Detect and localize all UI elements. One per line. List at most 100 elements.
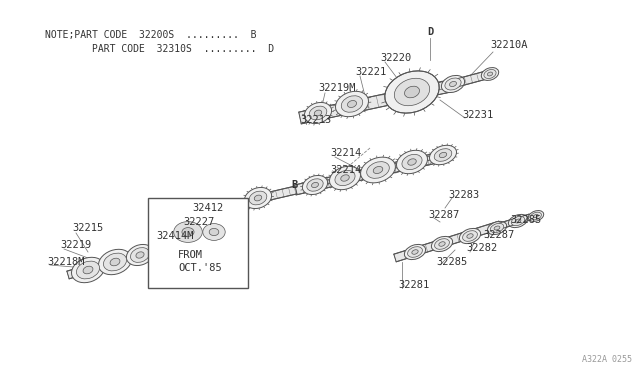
Text: 32210A: 32210A [490,40,527,50]
Ellipse shape [76,261,100,279]
Text: 32220: 32220 [380,53,412,63]
Ellipse shape [467,234,473,238]
Ellipse shape [309,106,327,120]
Text: 32219: 32219 [60,240,92,250]
Text: 32283: 32283 [448,190,479,200]
Ellipse shape [340,175,349,181]
Text: 32285: 32285 [436,257,467,267]
Text: A322A 0255: A322A 0255 [582,355,632,364]
Ellipse shape [305,102,332,124]
Ellipse shape [104,253,127,271]
Text: 32214: 32214 [330,148,361,158]
Ellipse shape [484,70,496,78]
Ellipse shape [528,211,544,221]
Ellipse shape [312,182,319,187]
Ellipse shape [367,162,389,178]
Ellipse shape [182,228,194,236]
Ellipse shape [131,248,150,262]
Ellipse shape [244,187,271,209]
Ellipse shape [307,179,323,191]
Ellipse shape [408,159,416,165]
Ellipse shape [373,166,383,173]
Polygon shape [499,214,531,229]
Ellipse shape [402,154,422,170]
Ellipse shape [110,258,120,266]
Text: OCT.'85: OCT.'85 [178,263,221,273]
Ellipse shape [173,222,202,243]
Ellipse shape [445,78,461,90]
Ellipse shape [435,239,449,249]
Text: 32281: 32281 [398,280,429,290]
Ellipse shape [434,149,452,161]
Ellipse shape [534,214,538,218]
Text: B: B [292,180,298,190]
Ellipse shape [429,145,456,165]
Text: 32215: 32215 [72,223,103,233]
Ellipse shape [72,257,104,283]
Ellipse shape [449,81,456,87]
Ellipse shape [490,223,504,232]
Polygon shape [294,150,451,195]
Ellipse shape [198,220,230,244]
Polygon shape [67,248,146,279]
Ellipse shape [404,86,419,98]
Ellipse shape [335,170,355,186]
Ellipse shape [439,242,445,246]
Text: 32218M: 32218M [47,257,84,267]
Ellipse shape [408,247,422,257]
Text: 32414M: 32414M [156,231,193,241]
Text: 32285: 32285 [510,215,541,225]
Ellipse shape [330,166,360,190]
Ellipse shape [508,214,527,228]
Text: PART CODE  32310S  .........  D: PART CODE 32310S ......... D [45,44,274,54]
Polygon shape [452,70,491,88]
Ellipse shape [360,157,396,183]
Ellipse shape [203,224,225,240]
Ellipse shape [442,76,465,93]
Ellipse shape [488,221,507,235]
Ellipse shape [481,68,499,80]
Bar [148,198,248,288]
Ellipse shape [439,152,447,158]
Ellipse shape [431,237,452,251]
Ellipse shape [83,266,93,274]
Ellipse shape [397,150,428,174]
Ellipse shape [254,195,262,201]
Ellipse shape [394,78,429,106]
Text: 32287: 32287 [428,210,460,220]
Ellipse shape [460,228,481,244]
Ellipse shape [209,228,219,235]
Text: 32412: 32412 [192,203,223,213]
Ellipse shape [303,176,328,195]
Ellipse shape [127,244,154,266]
Ellipse shape [412,250,418,254]
Ellipse shape [511,217,525,225]
Polygon shape [269,186,297,200]
Ellipse shape [494,226,500,230]
Text: 32219M: 32219M [318,83,355,93]
Ellipse shape [99,249,131,275]
Ellipse shape [515,219,521,223]
Text: 32282: 32282 [466,243,497,253]
Text: FROM: FROM [178,250,203,260]
Ellipse shape [341,96,363,112]
Polygon shape [394,221,501,262]
Ellipse shape [348,100,356,108]
Polygon shape [299,79,456,124]
Text: 32213: 32213 [300,115,332,125]
Ellipse shape [488,72,493,76]
Ellipse shape [314,110,322,116]
Ellipse shape [335,91,369,117]
Text: 32287: 32287 [483,230,515,240]
Ellipse shape [136,252,144,258]
Ellipse shape [249,191,267,205]
Text: NOTE;PART CODE  32200S  .........  B: NOTE;PART CODE 32200S ......... B [45,30,257,40]
Ellipse shape [463,231,477,241]
Text: 32231: 32231 [462,110,493,120]
Text: 32214: 32214 [330,165,361,175]
Text: 32227: 32227 [183,217,214,227]
Ellipse shape [531,212,541,220]
Ellipse shape [404,244,426,260]
Ellipse shape [166,216,210,248]
Ellipse shape [385,71,439,113]
